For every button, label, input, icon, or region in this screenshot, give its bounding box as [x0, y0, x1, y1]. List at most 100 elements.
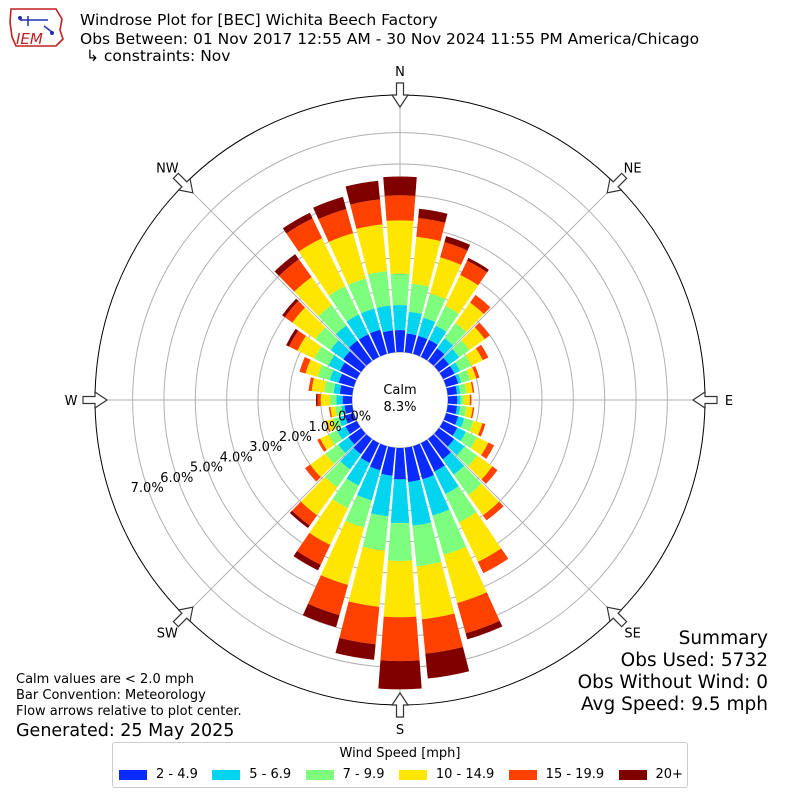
windrose-bar-segment	[452, 340, 470, 358]
windrose-bar-segment	[345, 180, 380, 205]
radial-tick-label: 5.0%	[190, 461, 223, 476]
windrose-bar-segment	[467, 455, 493, 480]
windrose-bar-segment	[469, 394, 472, 406]
windrose-bar-segment	[452, 427, 466, 442]
legend-label: 2 - 4.9	[156, 767, 198, 782]
windrose-bar-segment	[340, 447, 362, 470]
windrose-bar-segment	[384, 195, 416, 221]
windrose-bar-segment	[339, 601, 380, 645]
windrose-bar-segment	[335, 405, 343, 417]
windrose-bar-segment	[412, 522, 442, 567]
windrose-bar-segment	[288, 330, 306, 351]
legend-title: Wind Speed [mph]	[339, 746, 461, 761]
windrose-bar-segment	[432, 509, 467, 555]
calm-note: Calm values are < 2.0 mph	[16, 672, 195, 687]
windrose-bar-segment	[381, 446, 396, 476]
windrose-bar-segment	[335, 637, 376, 660]
windrose-bar-segment	[455, 405, 461, 415]
windrose-bar-segment	[458, 383, 467, 394]
windrose-bar-segment	[390, 479, 410, 524]
windrose-bar-segment	[350, 199, 383, 229]
radial-tick-labels: 0.0%1.0%2.0%3.0%4.0%5.0%6.0%7.0%	[131, 410, 371, 496]
legend-label: 5 - 6.9	[249, 767, 292, 782]
compass-label: W	[65, 394, 78, 409]
windrose-bar-segment	[470, 294, 491, 315]
grid-spoke	[183, 433, 367, 617]
windrose-bar-segment	[348, 428, 366, 445]
windrose-bar-segment	[328, 406, 333, 418]
windrose-bar-segment	[298, 238, 346, 296]
windrose-bar-segment	[369, 329, 388, 357]
windrose-bar-segment	[475, 344, 489, 361]
windrose-bar-segment	[425, 646, 470, 679]
windrose-bar-segment	[332, 417, 342, 429]
windrose-bar-segment	[325, 420, 331, 433]
windrose-bar-segment	[343, 351, 366, 372]
legend-swatch	[212, 769, 241, 780]
windrose-bar-segment	[310, 453, 335, 478]
windrose-bar-segment	[478, 423, 486, 437]
radial-tick-label: 0.0%	[338, 410, 371, 425]
windrose-bar-segment	[358, 334, 380, 361]
windrose-bar-segment	[464, 406, 473, 419]
legend-item: 15 - 19.9	[508, 767, 605, 782]
flow-arrow-icon	[691, 390, 718, 410]
windrose-bar-segment	[421, 613, 463, 654]
windrose-bar-segment	[328, 233, 366, 285]
radial-tick-label: 1.0%	[308, 420, 341, 435]
windrose-bar-segment	[356, 224, 388, 275]
windrose-bar-segment	[333, 383, 342, 394]
windrose-bar-segment	[329, 369, 342, 383]
windrose-bar-segment	[470, 381, 475, 393]
windrose-bar-segment	[330, 340, 350, 360]
windrose-bar-segment	[286, 218, 323, 252]
windrose-bar-segment	[369, 443, 388, 471]
windrose-bar-segment	[481, 442, 495, 459]
compass-label: S	[396, 723, 404, 738]
windrose-bar-segment	[294, 277, 332, 317]
windrose-bar-segment	[457, 592, 500, 634]
calm-annotation: Calm 8.3%	[383, 383, 416, 415]
windrose-bar-segment	[348, 546, 385, 607]
grid-spoke	[433, 183, 617, 367]
windrose-bar-segment	[317, 393, 321, 407]
windrose-bar-segment	[458, 369, 471, 383]
windrose-bar-segment	[376, 305, 394, 333]
windrose-bar-segment	[318, 305, 347, 335]
windrose-bar-segment	[455, 355, 472, 372]
legend-swatch	[398, 769, 427, 780]
windrose-bar-segment	[443, 348, 460, 365]
windrose-bar-segment	[320, 394, 331, 406]
windrose-bar-segment	[368, 271, 391, 308]
flow-arrow-icon	[390, 82, 410, 109]
legend-items: 2 - 4.9 5 - 6.9 7 - 9.9 10 - 14.9 15 - 19.9 2…	[119, 767, 683, 782]
windrose-bar-segment	[289, 510, 310, 529]
windrose-bar-segment	[346, 457, 370, 486]
windrose-bar-segment	[292, 307, 326, 340]
windrose-bar-segment	[332, 478, 359, 509]
windrose-bar-segment	[416, 561, 455, 620]
flow-arrow-icon	[606, 172, 628, 194]
compass-label: SW	[157, 627, 178, 642]
windrose-bar-segment	[330, 406, 337, 418]
grid-spoke	[183, 183, 367, 367]
windrose-bar-segment	[460, 260, 488, 286]
windrose-bar-segment	[460, 395, 464, 405]
windrose-bar-segment	[404, 333, 417, 354]
windrose-bar-segment	[348, 278, 375, 314]
windrose-bar-segment	[457, 395, 461, 405]
windrose-bar-segment	[328, 286, 359, 322]
windrose-bar-segment	[477, 548, 509, 574]
windrose-bar-segment	[338, 437, 355, 454]
flow-arrow-icon	[172, 606, 194, 628]
windrose-bar-segment	[470, 437, 489, 456]
legend-item: 10 - 14.9	[398, 767, 494, 782]
windrose-bar-segment	[439, 420, 458, 436]
windrose-bar-segment	[434, 428, 455, 447]
legend-label: 15 - 19.9	[545, 767, 605, 782]
legend-label: 20+	[655, 767, 683, 782]
windrose-bar-segment	[423, 293, 446, 322]
windrose-bar-segment	[324, 461, 351, 488]
windrose-bar-segment	[360, 439, 380, 464]
windrose-bar-segment	[297, 335, 322, 359]
